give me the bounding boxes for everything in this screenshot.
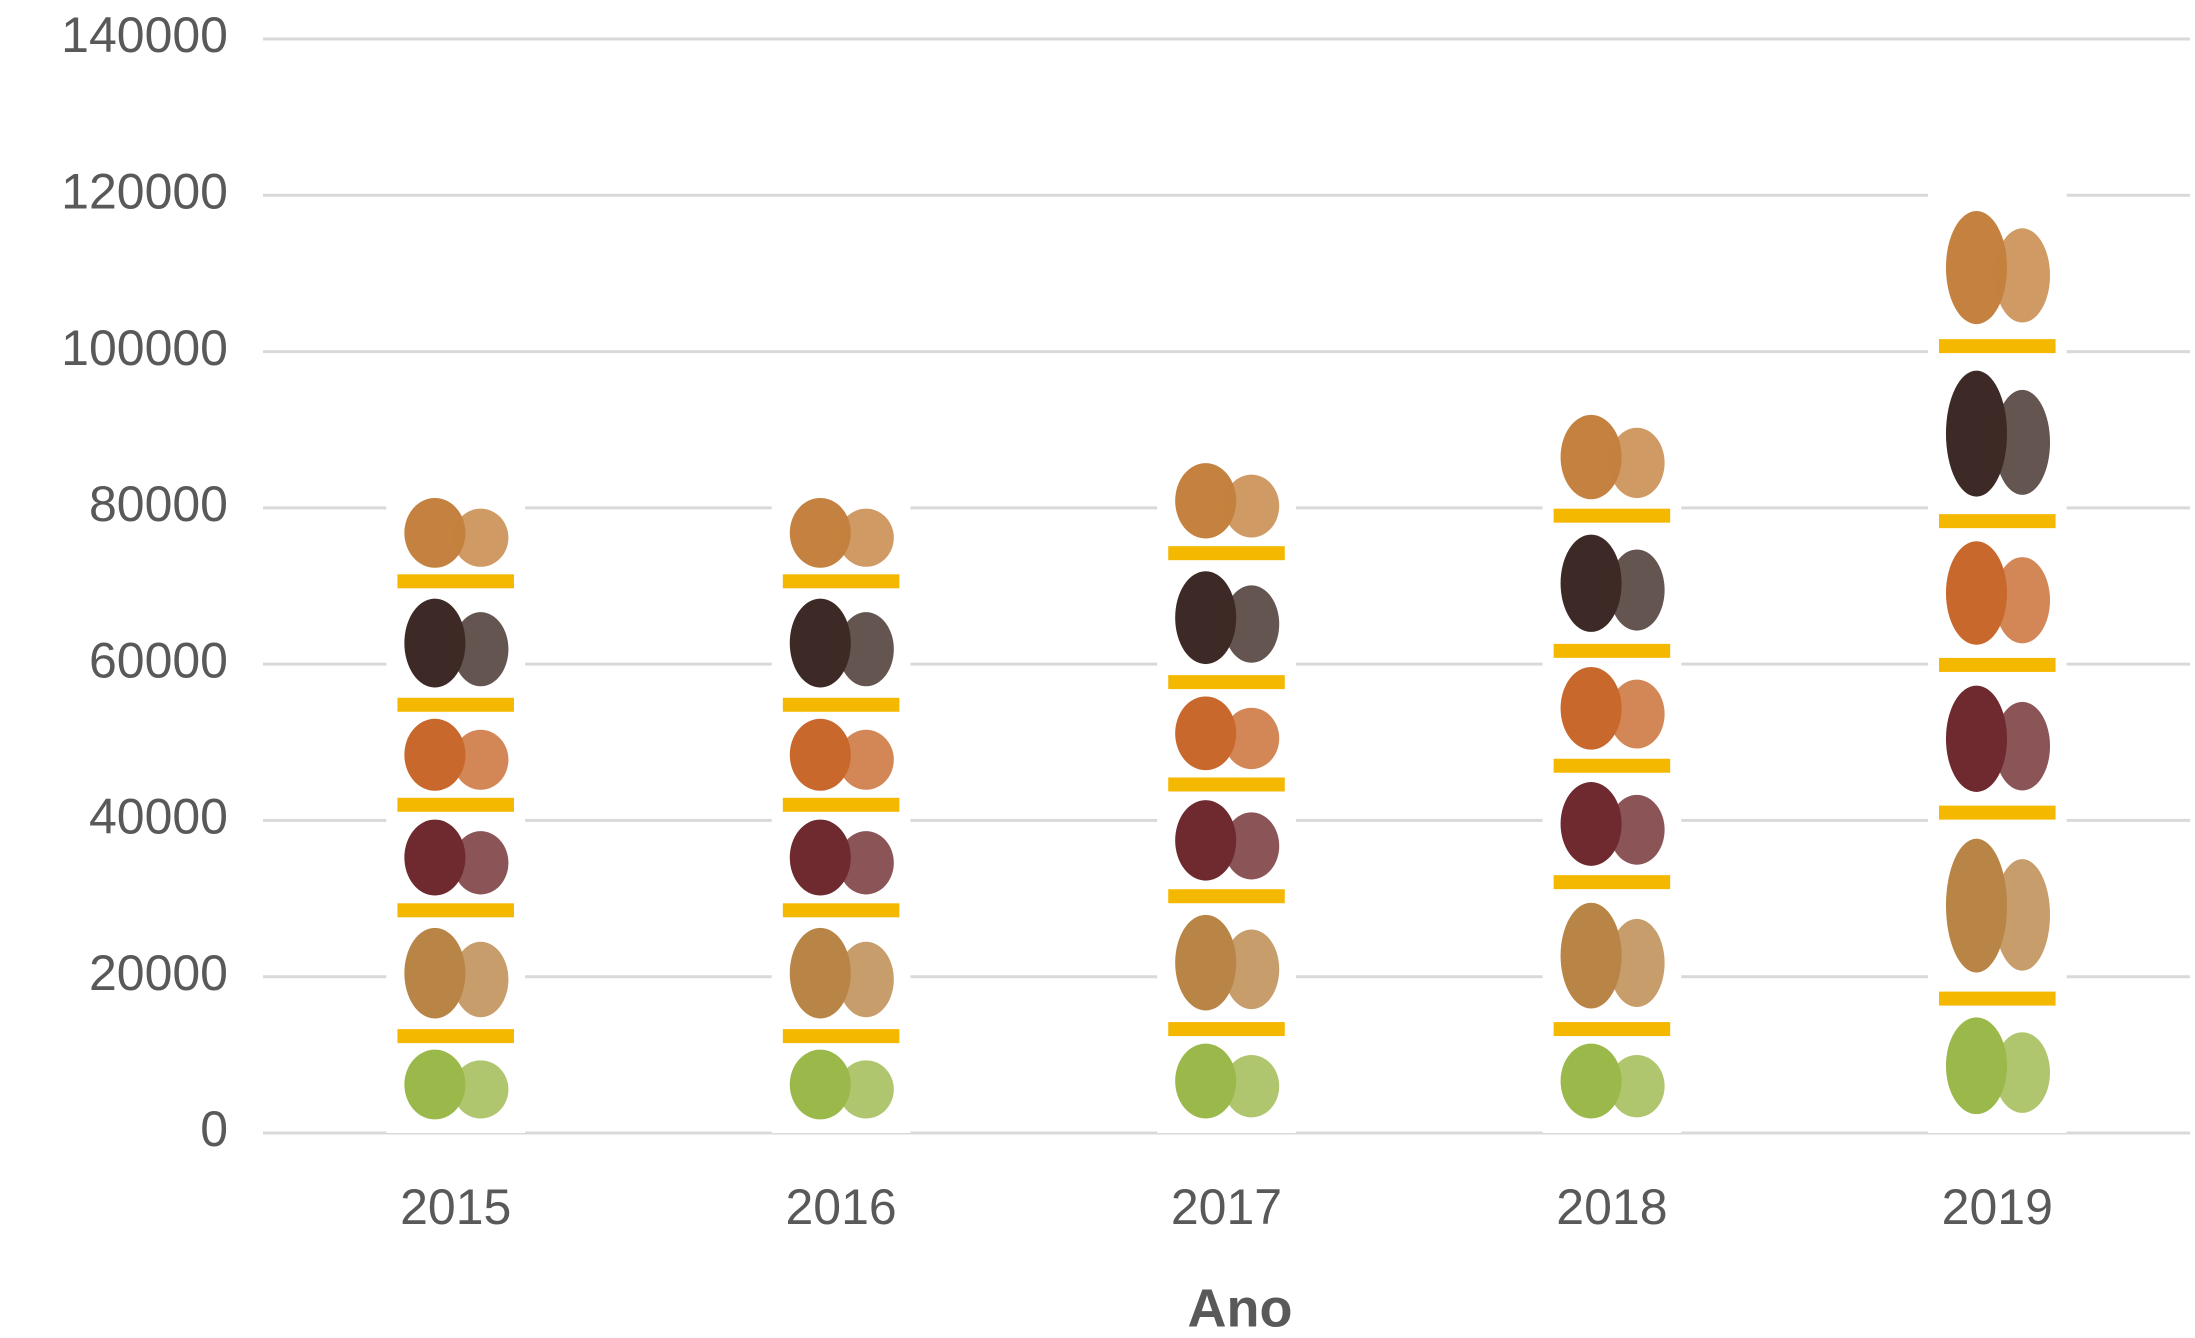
y-tick-label: 140000 <box>61 7 228 63</box>
separator <box>1939 658 2056 672</box>
nut-icon <box>1224 708 1279 769</box>
separator <box>397 798 514 812</box>
separator <box>397 903 514 917</box>
nut-icon <box>838 509 893 567</box>
separator <box>1168 546 1285 560</box>
separator <box>1939 339 2056 353</box>
y-tick-label: 20000 <box>89 945 228 1001</box>
nut-icon <box>838 1060 893 1118</box>
nut-icon <box>1609 549 1664 630</box>
nut-icon <box>453 730 508 790</box>
nut-icon <box>1995 390 2050 495</box>
nut-icon <box>838 730 893 790</box>
separator <box>1554 1022 1671 1036</box>
y-tick-label: 120000 <box>61 163 228 219</box>
separator <box>1168 675 1285 689</box>
separator <box>1168 1022 1285 1036</box>
separator <box>783 798 900 812</box>
separator <box>397 574 514 588</box>
nut-icon <box>1224 475 1279 538</box>
separator <box>1939 806 2056 820</box>
separator <box>1168 777 1285 791</box>
separator <box>783 903 900 917</box>
nut-icon <box>1995 702 2050 791</box>
nut-icon <box>838 831 893 894</box>
y-tick-label: 100000 <box>61 320 228 376</box>
separator <box>397 1029 514 1043</box>
nut-icon <box>453 509 508 567</box>
separator <box>1554 759 1671 773</box>
x-tick-label: 2016 <box>785 1179 896 1235</box>
separator <box>1168 889 1285 903</box>
nut-icon <box>1995 557 2050 643</box>
x-axis-title: Ano <box>1188 1278 1293 1338</box>
nut-icon <box>1995 1032 2050 1113</box>
nut-icon <box>1224 585 1279 662</box>
separator <box>783 698 900 712</box>
nut-icon <box>453 612 508 686</box>
separator <box>783 1029 900 1043</box>
nut-icon <box>1224 1055 1279 1117</box>
separator <box>1554 509 1671 523</box>
chart: Ano 0 20000 40000 60000 80000 100000 120000 140… <box>0 0 2195 1338</box>
separator <box>1939 992 2056 1006</box>
nut-icon <box>1995 859 2050 971</box>
nut-icon <box>1609 795 1664 865</box>
nut-icon <box>838 612 893 686</box>
x-tick-label: 2015 <box>400 1179 511 1235</box>
x-tick-label: 2017 <box>1171 1179 1282 1235</box>
y-tick-label: 60000 <box>89 632 228 688</box>
nut-icon <box>1609 919 1664 1007</box>
nut-icon <box>1609 1055 1664 1117</box>
separator <box>783 574 900 588</box>
nut-icon <box>1609 680 1664 749</box>
x-tick-label: 2018 <box>1556 1179 1667 1235</box>
nut-icon <box>453 942 508 1017</box>
separator <box>1554 644 1671 658</box>
nut-icon <box>1224 812 1279 879</box>
separator <box>1554 875 1671 889</box>
nut-icon <box>1609 428 1664 498</box>
nut-icon <box>1995 228 2050 322</box>
y-tick-label: 80000 <box>89 476 228 532</box>
separator <box>397 698 514 712</box>
separator <box>1939 514 2056 528</box>
nut-icon <box>453 831 508 894</box>
y-tick-label: 40000 <box>89 789 228 845</box>
nut-icon <box>453 1060 508 1118</box>
nut-icon <box>838 942 893 1017</box>
nut-icon <box>1224 929 1279 1009</box>
y-tick-label: 0 <box>200 1101 228 1157</box>
x-tick-label: 2019 <box>1942 1179 2053 1235</box>
